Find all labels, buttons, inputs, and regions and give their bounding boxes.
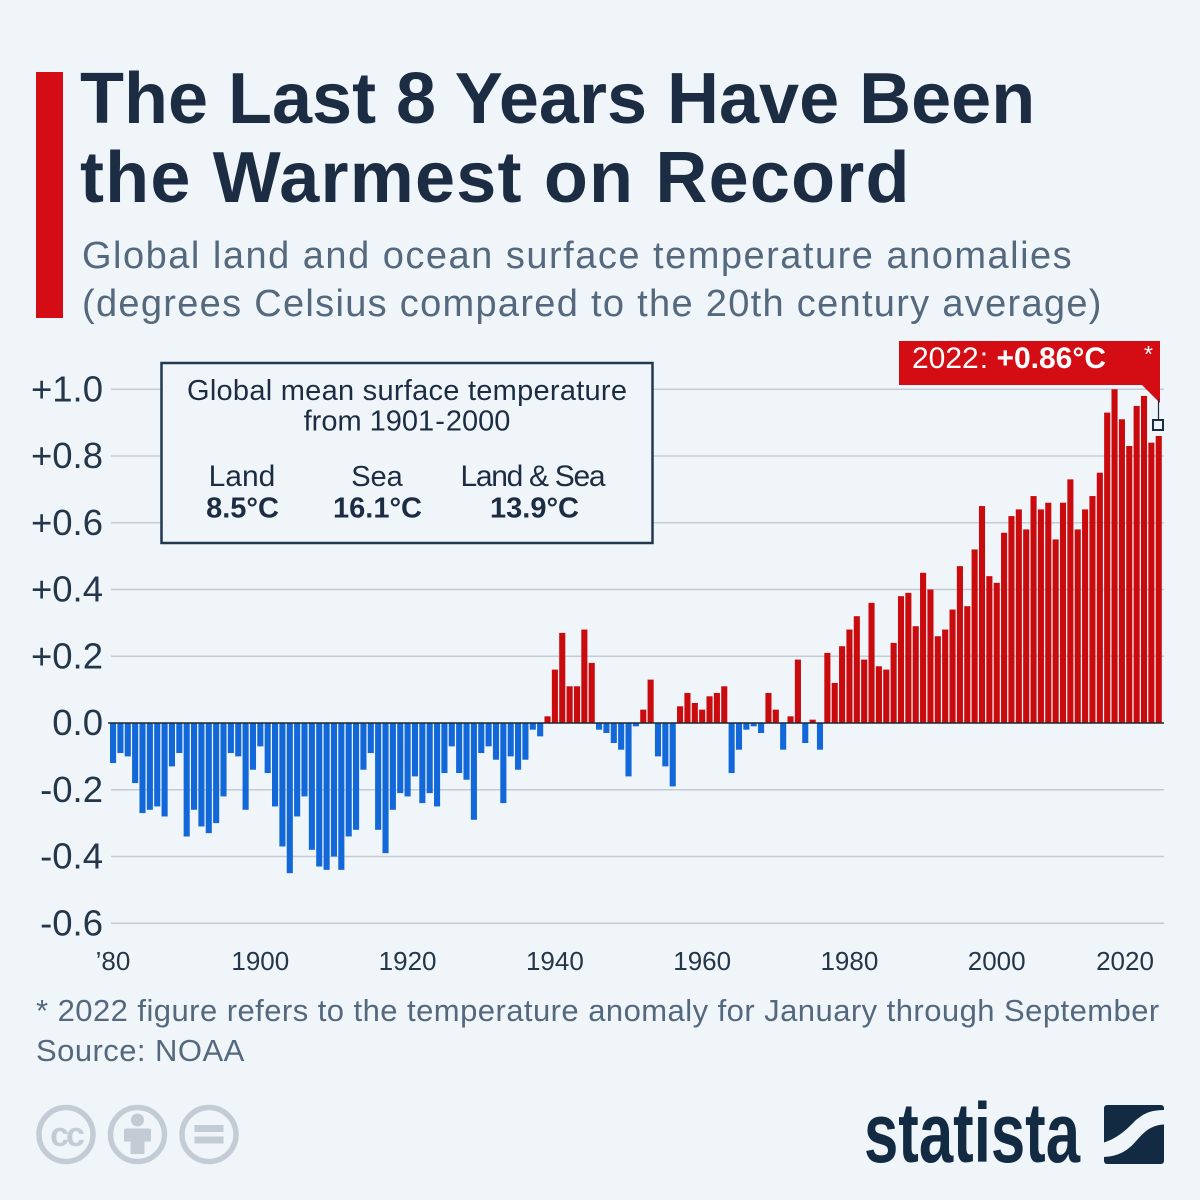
svg-text:8.5°C: 8.5°C [206,493,279,525]
svg-text:2000: 2000 [968,946,1026,976]
svg-text:-0.6: -0.6 [40,902,103,943]
svg-text:cc: cc [50,1116,84,1154]
svg-text:1980: 1980 [820,946,878,976]
svg-text:+0.2: +0.2 [31,635,103,676]
svg-text:1940: 1940 [526,946,584,976]
svg-text:statista: statista [864,1086,1081,1180]
svg-text:1920: 1920 [379,946,437,976]
svg-text:+0.4: +0.4 [31,569,103,610]
svg-text:’80: ’80 [96,946,131,976]
svg-text:1900: 1900 [231,946,289,976]
svg-text:13.9°C: 13.9°C [490,493,579,525]
svg-text:*: * [1144,341,1153,367]
svg-text:+0.6: +0.6 [31,502,103,543]
svg-text:from 1901-2000: from 1901-2000 [304,406,511,438]
svg-text:0.0: 0.0 [52,702,103,743]
svg-text:+1.0: +1.0 [31,368,103,409]
svg-text:Global mean surface temperatur: Global mean surface temperature [187,375,627,407]
svg-text:2020: 2020 [1096,946,1154,976]
svg-text:2022: +0.86°C: 2022: +0.86°C [912,342,1106,375]
svg-text:-0.4: -0.4 [40,836,103,877]
svg-text:Land: Land [209,460,276,493]
svg-text:+0.8: +0.8 [31,435,103,476]
svg-text:Sea: Sea [351,461,403,493]
svg-text:Land & Sea: Land & Sea [461,460,606,493]
svg-text:1960: 1960 [673,946,731,976]
svg-text:16.1°C: 16.1°C [333,493,422,525]
svg-text:-0.2: -0.2 [40,769,103,810]
